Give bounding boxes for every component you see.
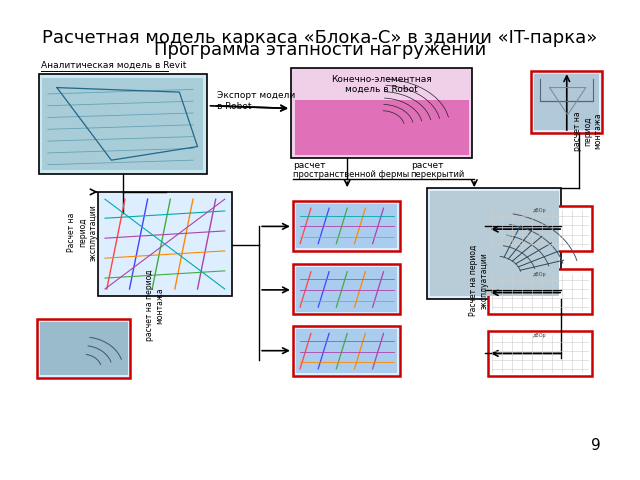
Text: Конечно-элементная
модель в Robot: Конечно-элементная модель в Robot (332, 75, 432, 94)
FancyBboxPatch shape (488, 331, 592, 376)
FancyBboxPatch shape (296, 329, 397, 373)
Text: расчет на период
монтажа: расчет на период монтажа (145, 270, 164, 341)
Text: расчет: расчет (292, 161, 325, 170)
FancyBboxPatch shape (294, 100, 468, 155)
FancyBboxPatch shape (488, 205, 592, 251)
Text: Экспорт модели
в Robot: Экспорт модели в Robot (218, 92, 296, 111)
Text: Аналитическая модель в Revit: Аналитическая модель в Revit (42, 61, 187, 71)
FancyBboxPatch shape (37, 319, 131, 378)
FancyBboxPatch shape (427, 188, 561, 299)
FancyBboxPatch shape (296, 204, 397, 248)
FancyBboxPatch shape (291, 68, 472, 158)
FancyBboxPatch shape (296, 267, 397, 312)
FancyBboxPatch shape (292, 326, 400, 376)
Text: расчет на
период
монтажа: расчет на период монтажа (573, 111, 602, 151)
FancyBboxPatch shape (42, 78, 203, 170)
FancyBboxPatch shape (531, 71, 602, 133)
Text: Расчетная модель каркаса «Блока-С» в здании «IT-парка»: Расчетная модель каркаса «Блока-С» в зда… (42, 29, 598, 47)
FancyBboxPatch shape (534, 74, 600, 130)
FancyBboxPatch shape (98, 192, 232, 296)
Text: Расчет на
период
эксплуатации: Расчет на период эксплуатации (67, 204, 97, 261)
Text: Программа этапности нагружений: Программа этапности нагружений (154, 41, 486, 60)
FancyBboxPatch shape (488, 269, 592, 314)
FancyBboxPatch shape (39, 74, 207, 174)
FancyBboxPatch shape (292, 264, 400, 314)
Text: Расчет на период
эксплуатации: Расчет на период эксплуатации (469, 245, 488, 316)
Text: 9: 9 (591, 438, 601, 453)
Text: расчет: расчет (411, 161, 444, 170)
Text: дВОр: дВОр (532, 208, 547, 213)
FancyBboxPatch shape (430, 191, 559, 296)
Text: пространственной фермы: пространственной фермы (292, 170, 409, 179)
FancyBboxPatch shape (40, 322, 127, 375)
Text: дВОр: дВОр (532, 334, 547, 338)
FancyBboxPatch shape (292, 201, 400, 251)
Text: дВОр: дВОр (532, 272, 547, 277)
Text: перекрытий: перекрытий (411, 170, 465, 179)
